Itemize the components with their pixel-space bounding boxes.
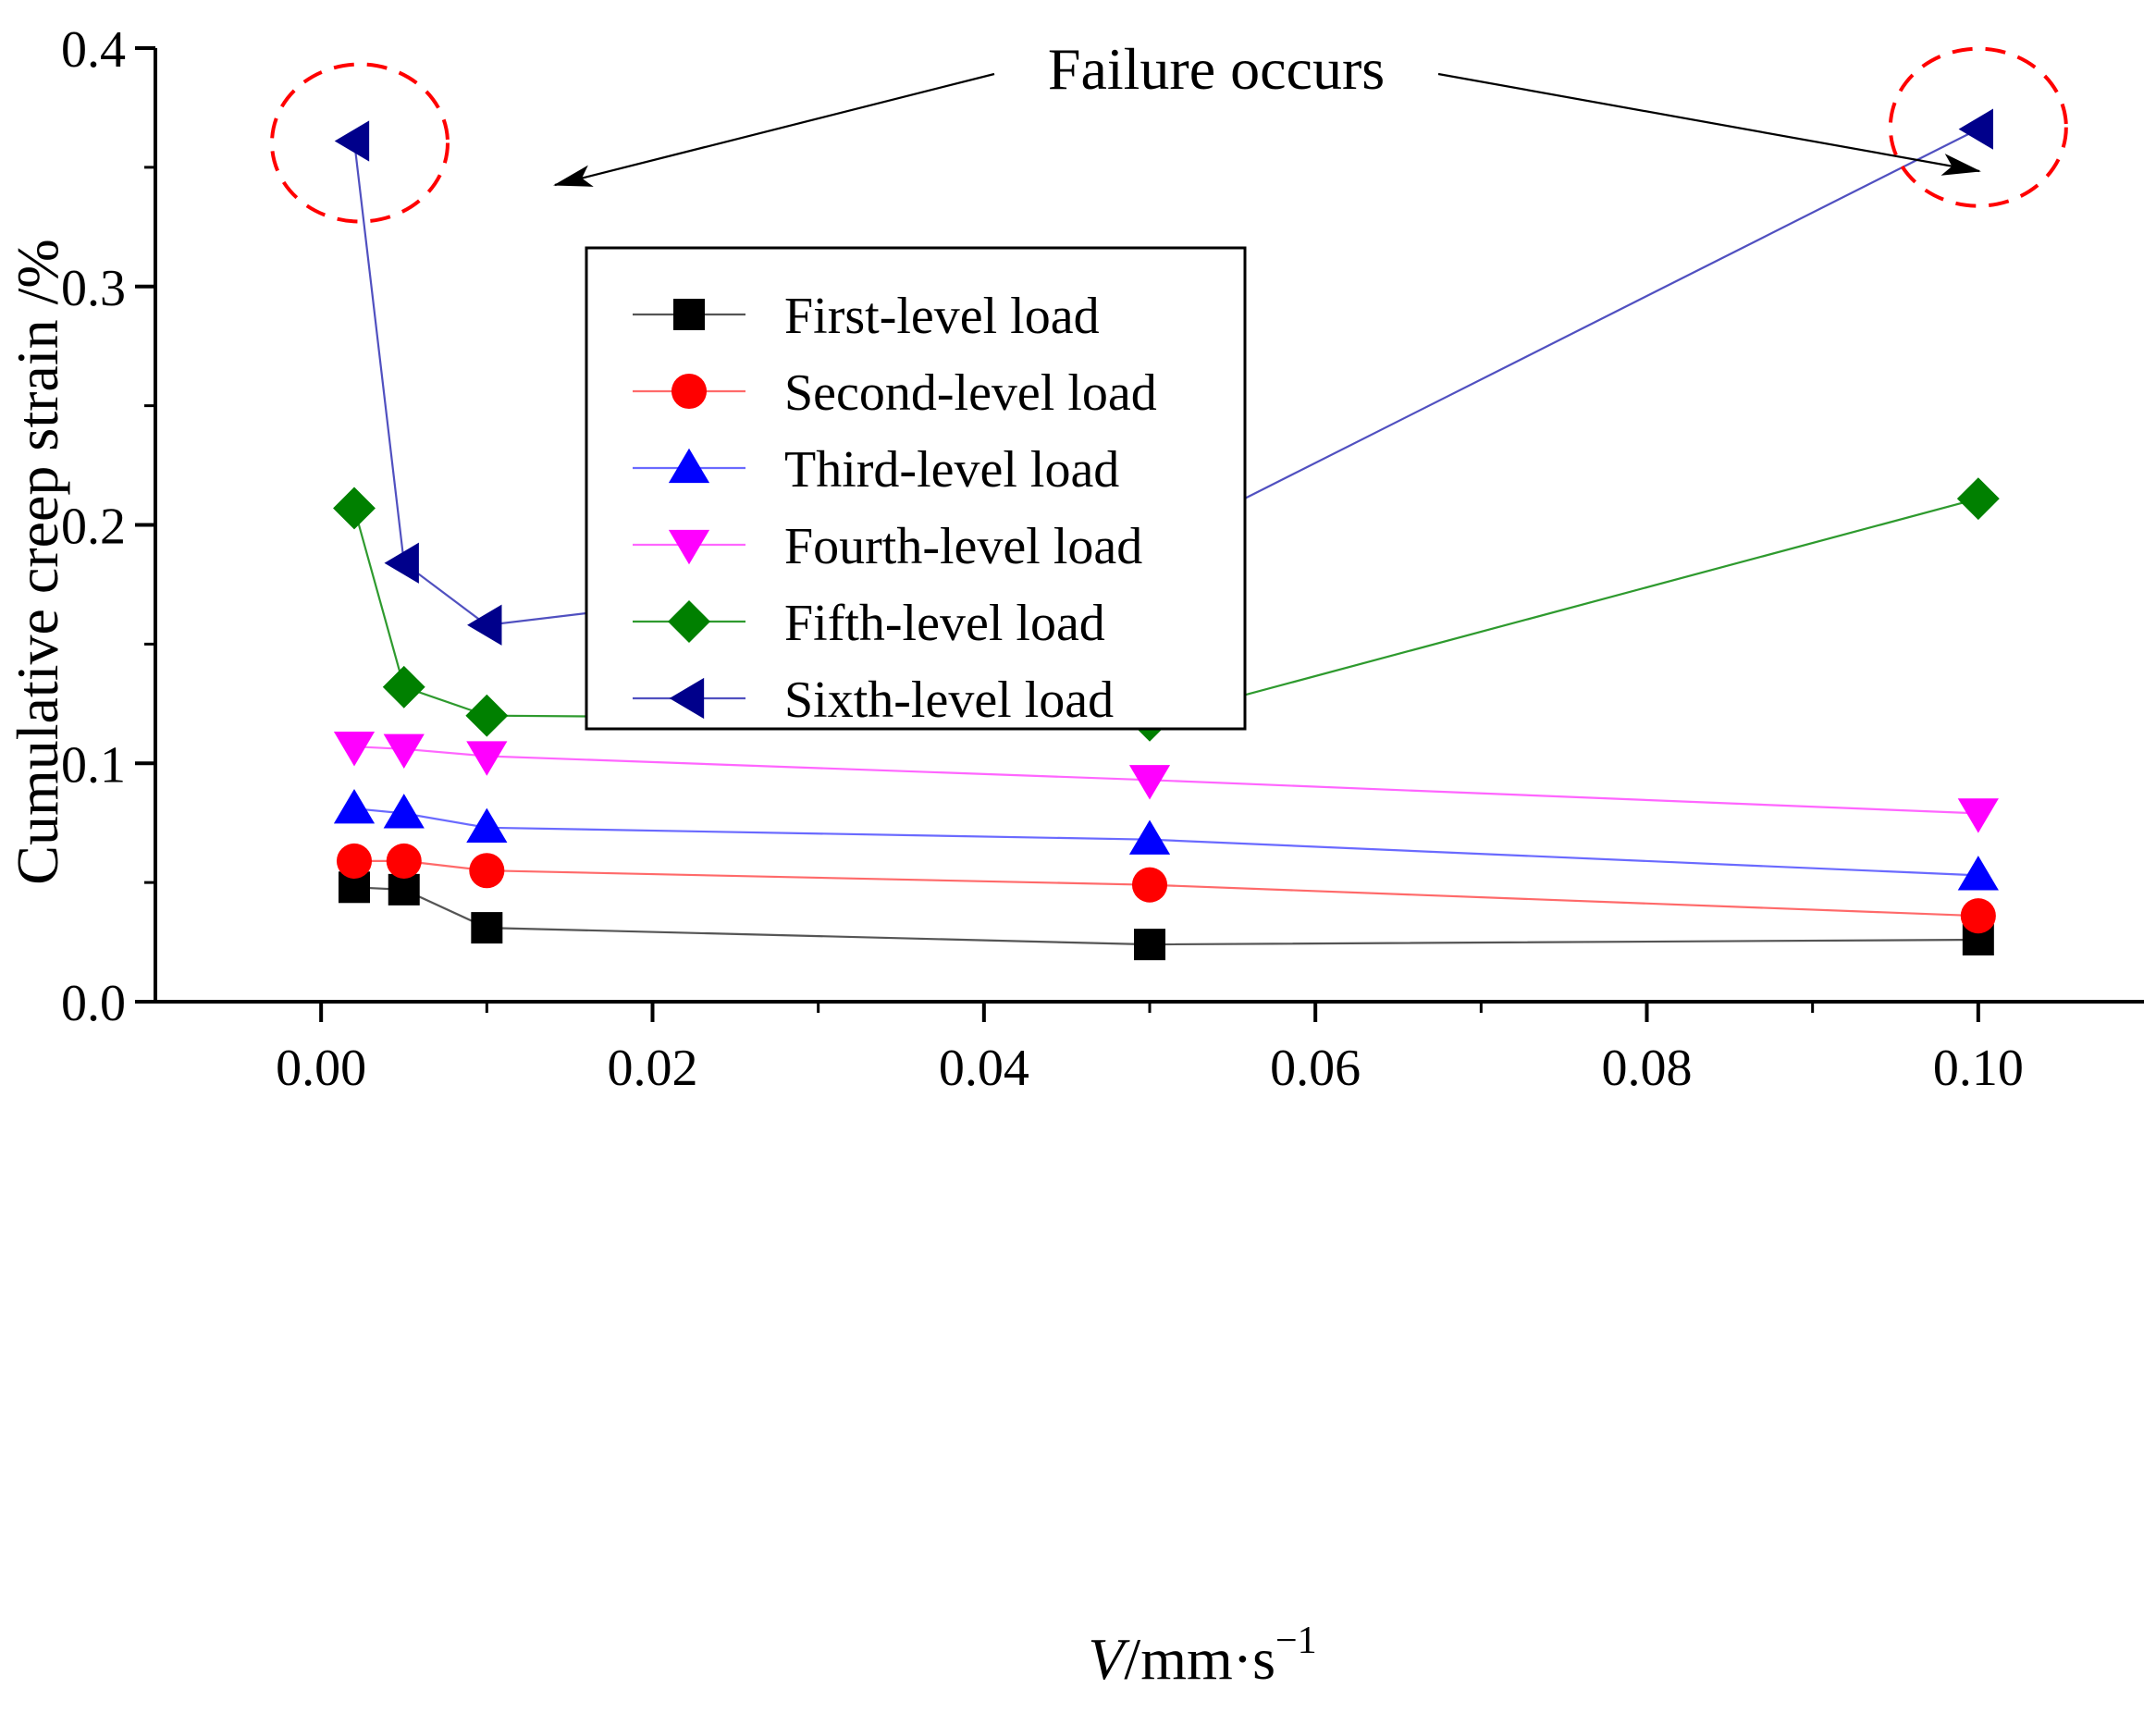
- data-point: [1128, 765, 1171, 800]
- legend-swatch-marker: [668, 448, 710, 484]
- data-point: [1134, 929, 1165, 961]
- data-point: [466, 807, 508, 843]
- legend-swatch-marker: [673, 299, 705, 330]
- x-axis-title: V/mm·s−1: [1088, 1620, 1316, 1692]
- failure-circle-left: [270, 62, 450, 224]
- x-axis-title-unit: /mm·s: [1124, 1626, 1275, 1692]
- y-tick-label: 0.0: [61, 975, 126, 1032]
- series-line: [353, 807, 1978, 877]
- series-layer: [333, 108, 2000, 961]
- legend-label: Sixth-level load: [784, 672, 1114, 729]
- y-axis-title: Cumulative creep strain /%: [5, 239, 70, 884]
- data-point: [1956, 477, 2000, 521]
- data-point: [334, 120, 370, 162]
- series-4: [333, 732, 1999, 833]
- legend-entry-6: Sixth-level load: [633, 672, 1114, 729]
- legend-entry-3: Third-level load: [633, 441, 1119, 499]
- data-point: [1957, 856, 1999, 891]
- data-point: [1960, 898, 1996, 934]
- data-point: [469, 853, 505, 889]
- x-tick-label: 0.00: [276, 1040, 366, 1097]
- x-tick-label: 0.06: [1270, 1040, 1361, 1097]
- annotation-label: Failure occurs: [1048, 36, 1385, 102]
- y-tick-label: 0.4: [61, 21, 126, 79]
- legend: First-level load Second-level load Third-l…: [585, 246, 1247, 731]
- data-point: [384, 542, 419, 584]
- data-point: [466, 741, 508, 776]
- data-point: [471, 912, 503, 944]
- x-tick-label: 0.10: [1933, 1040, 2024, 1097]
- legend-swatch-marker: [668, 529, 710, 565]
- annotation-arrow-right: [1437, 72, 1981, 176]
- annotation-arrow-left: [553, 72, 995, 187]
- data-point: [1958, 108, 1993, 150]
- legend-label: First-level load: [784, 288, 1100, 345]
- data-point: [1957, 798, 1999, 833]
- y-tick-label: 0.2: [61, 499, 126, 556]
- legend-entry-1: First-level load: [633, 288, 1100, 345]
- failure-circle-right: [1888, 46, 2068, 208]
- series-line: [353, 886, 1978, 946]
- legend-swatch-marker: [669, 677, 705, 720]
- x-tick-label: 0.04: [939, 1040, 1029, 1097]
- data-point: [465, 694, 509, 737]
- series-3: [333, 788, 1999, 891]
- data-point: [1128, 819, 1171, 855]
- axis-ticks: 0.00 0.02 0.04 0.06 0.08 0.10 0.0 0.1 0.2 0.3 0.4: [61, 21, 2024, 1097]
- failure-annotation: Failure occurs: [270, 36, 2068, 224]
- series-2: [336, 843, 1996, 934]
- legend-label: Second-level load: [784, 364, 1157, 422]
- data-point: [386, 843, 422, 879]
- data-point: [388, 873, 420, 906]
- data-point: [336, 843, 373, 879]
- data-point: [333, 788, 376, 824]
- data-point: [382, 665, 425, 708]
- data-point: [333, 487, 376, 530]
- legend-label: Fourth-level load: [784, 518, 1142, 575]
- legend-entry-4: Fourth-level load: [633, 518, 1142, 575]
- x-axis-title-variable: V: [1088, 1626, 1130, 1692]
- legend-entry-2: Second-level load: [633, 364, 1157, 422]
- x-tick-label: 0.02: [608, 1040, 698, 1097]
- y-tick-label: 0.3: [61, 260, 126, 317]
- x-tick-label: 0.08: [1602, 1040, 1693, 1097]
- data-point: [383, 733, 425, 770]
- data-point: [333, 732, 376, 767]
- legend-label: Third-level load: [784, 441, 1119, 499]
- x-axis-title-exponent: −1: [1275, 1620, 1317, 1662]
- data-point: [1131, 867, 1168, 903]
- series-line: [353, 745, 1978, 815]
- y-tick-label: 0.1: [61, 736, 126, 794]
- legend-swatch-marker: [668, 600, 710, 643]
- legend-swatch-marker: [671, 373, 708, 410]
- legend-entry-5: Fifth-level load: [633, 595, 1105, 652]
- data-point: [383, 794, 425, 829]
- data-point: [467, 604, 502, 646]
- legend-label: Fifth-level load: [784, 595, 1105, 652]
